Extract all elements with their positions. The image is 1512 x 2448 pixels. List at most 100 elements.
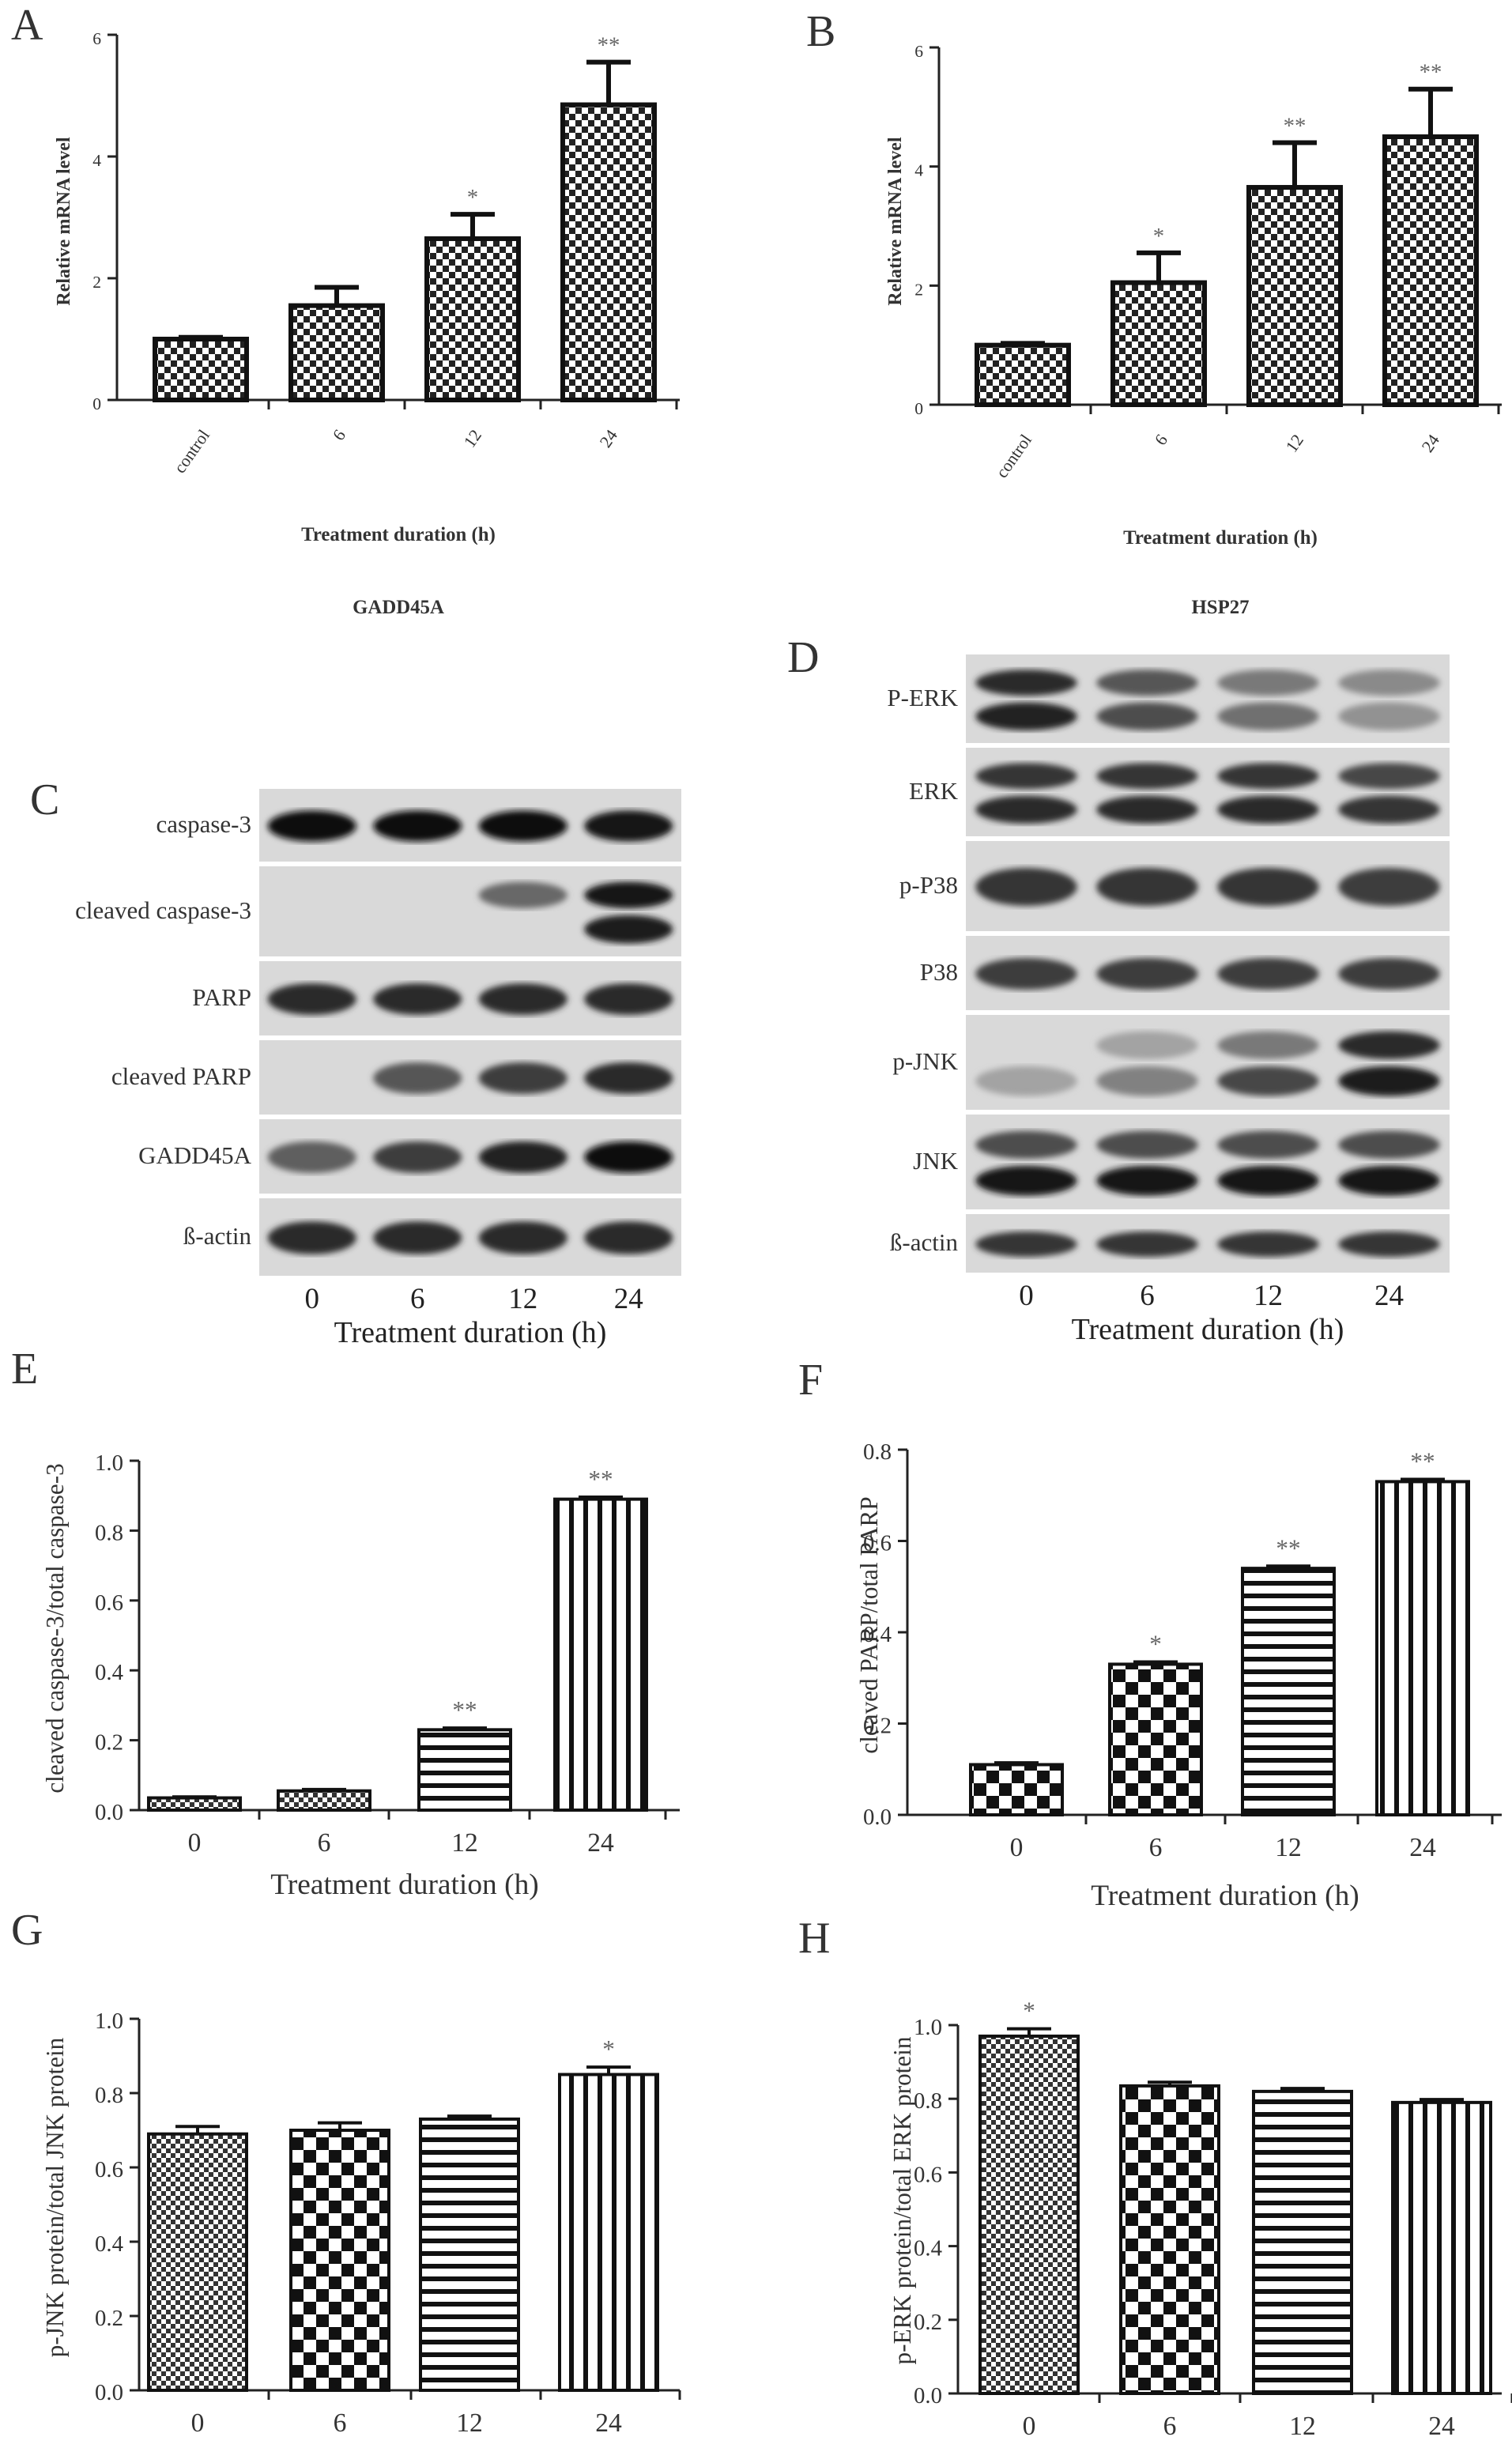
blot-band	[1338, 763, 1440, 790]
blot-lane-label: 0	[304, 1283, 320, 1315]
y-tick-label: 0.4	[95, 2231, 123, 2257]
x-axis-label: Treatment duration (h)	[301, 524, 496, 545]
blot-row-label: caspase-3	[156, 810, 252, 838]
x-tick-label: 6	[334, 2408, 347, 2438]
blot-lane-label: 6	[410, 1283, 425, 1315]
blot-band	[1217, 763, 1319, 790]
x-axis-label: Treatment duration (h)	[1091, 1880, 1359, 1912]
y-tick-label: 0.0	[95, 1800, 123, 1825]
blot-band	[1096, 702, 1198, 730]
significance-label: **	[1276, 1534, 1300, 1562]
blot-band	[975, 1232, 1077, 1257]
blot-lane-label: 24	[613, 1283, 643, 1315]
bar	[558, 2073, 659, 2392]
bar	[1119, 2084, 1220, 2395]
chart-title: GADD45A	[353, 597, 444, 618]
x-tick-label: 24	[1418, 431, 1443, 456]
panel-letter-c: C	[30, 775, 60, 824]
blot-band	[373, 810, 462, 842]
blot-band	[1338, 702, 1440, 730]
x-tick-label: 12	[460, 426, 485, 451]
blot-band	[1096, 1130, 1198, 1159]
x-axis-label: Treatment duration (h)	[270, 1869, 539, 1901]
blot-band	[1338, 1130, 1440, 1159]
chart-g: 0.0 0.2 0.4 0.6 0.8 1.0 0 6 12 24 * p-JNK protein/t…	[41, 2009, 681, 2438]
y-tick-label: 0.2	[863, 1714, 892, 1739]
blot-row-label: cleaved PARP	[111, 1062, 251, 1090]
blot-band	[267, 1221, 356, 1254]
x-tick-label: 0	[1010, 1833, 1024, 1862]
blot-band	[1217, 670, 1319, 696]
bar	[1252, 2089, 1353, 2395]
blot-band	[1217, 868, 1319, 906]
y-tick-label: 0.8	[95, 2083, 123, 2108]
y-axis-label: Relative mRNA level	[885, 137, 906, 306]
blot-row-label: p-P38	[899, 871, 958, 899]
blot-row-label: ERK	[909, 777, 958, 805]
x-tick-label: 12	[451, 1828, 478, 1858]
y-tick-label: 0.6	[863, 1531, 892, 1556]
blot-band	[478, 983, 567, 1015]
blot-band	[1338, 670, 1440, 696]
blot-lane-label: 24	[1374, 1280, 1404, 1312]
bar	[417, 1728, 512, 1812]
bar	[1382, 134, 1479, 407]
blot-band	[975, 763, 1077, 790]
blot-row-label: p-JNK	[892, 1047, 958, 1075]
blot-band	[1338, 958, 1440, 990]
bar	[419, 2117, 520, 2392]
blot-band	[975, 868, 1077, 906]
y-tick-label: 0	[92, 394, 101, 413]
y-tick-label: 2	[914, 280, 923, 299]
y-axis-label: Relative mRNA level	[54, 137, 74, 306]
blot-x-label: Treatment duration (h)	[1071, 1313, 1344, 1346]
blot-row-label: cleaved caspase-3	[75, 896, 251, 924]
y-tick-label: 0.6	[95, 2157, 123, 2182]
bar	[147, 1796, 242, 1812]
y-tick-label: 6	[92, 29, 101, 48]
blot-lane-label: 12	[508, 1283, 538, 1315]
blot-x-label: Treatment duration (h)	[334, 1316, 607, 1349]
blot-svg	[966, 654, 1450, 1273]
blot-band	[267, 983, 356, 1015]
blot-band	[584, 1141, 673, 1173]
y-tick-label: 0.2	[95, 2306, 123, 2331]
blot-band	[1096, 1165, 1198, 1196]
x-tick-label: 6	[1163, 2412, 1177, 2441]
blot-band	[1096, 795, 1198, 824]
y-tick-label: 0.4	[863, 1622, 892, 1647]
blot-band	[478, 810, 567, 842]
y-axis-label: p-JNK protein/total JNK protein	[41, 2037, 69, 2357]
bar	[277, 1789, 371, 1812]
blot-band	[1338, 1165, 1440, 1196]
x-tick-label: 24	[1428, 2412, 1455, 2441]
y-tick-label: 0.0	[95, 2380, 123, 2405]
y-tick-label: 0.0	[863, 1805, 892, 1830]
blot-band	[373, 1062, 462, 1094]
blot-band	[584, 810, 673, 842]
blot-band	[478, 1141, 567, 1173]
bar	[424, 236, 521, 403]
y-tick-label: 1.0	[914, 2015, 942, 2040]
bar	[1108, 1662, 1203, 1817]
blot-svg	[259, 789, 681, 1276]
x-tick-label: 24	[595, 2408, 622, 2438]
chart-h: 0.0 0.2 0.4 0.6 0.8 1.0 0 6 12 24 * p-ERK protein/t…	[888, 1997, 1512, 2441]
significance-label: **	[588, 1465, 613, 1493]
x-tick-label: 0	[188, 1828, 202, 1858]
x-tick-label: 12	[1289, 2412, 1316, 2441]
blot-band	[975, 1130, 1077, 1159]
blot-band	[478, 881, 567, 909]
x-tick-label: 6	[1149, 1833, 1163, 1862]
blot-band	[373, 983, 462, 1015]
y-tick-label: 0.4	[914, 2236, 942, 2261]
blot-band	[1217, 1031, 1319, 1059]
blot-band	[1217, 1130, 1319, 1159]
significance-label: **	[598, 33, 620, 58]
blot-band	[1217, 702, 1319, 730]
y-tick-label: 0.8	[863, 1439, 892, 1465]
x-tick-label: 12	[1282, 431, 1307, 455]
